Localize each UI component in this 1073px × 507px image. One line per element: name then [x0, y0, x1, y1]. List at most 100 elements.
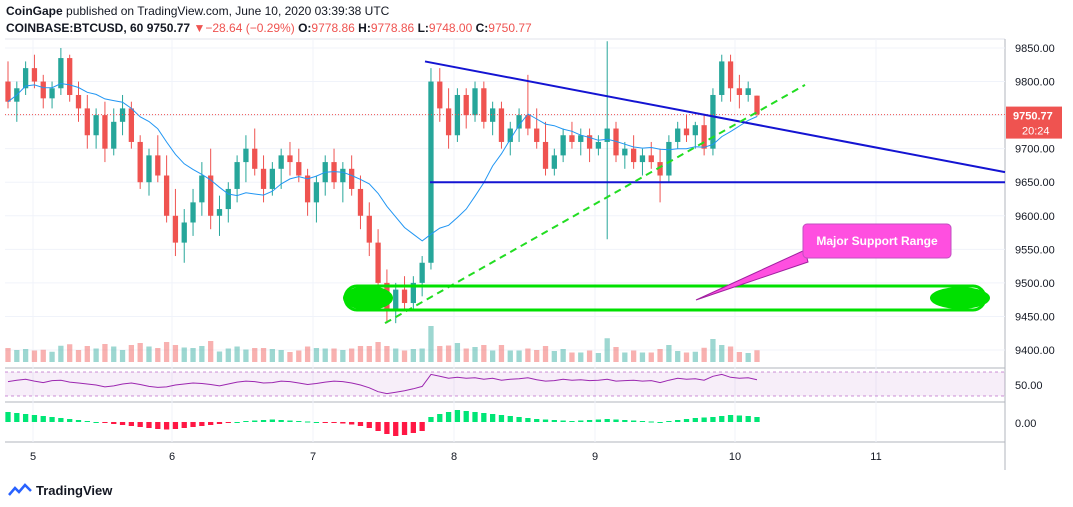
oscillator-bar	[481, 413, 487, 422]
price-tick-label: 9700.00	[1015, 144, 1055, 156]
ascending-dashed-trendline[interactable]	[384, 84, 806, 325]
price-badge-countdown: 20:24	[1022, 126, 1050, 138]
oscillator-bar	[445, 412, 452, 422]
oscillator-bar	[463, 411, 469, 422]
volume-bar	[163, 342, 170, 362]
oscillator-bar	[5, 412, 11, 422]
major-support-range[interactable]	[343, 284, 990, 312]
candle-body	[683, 128, 690, 136]
candle-body	[252, 148, 258, 169]
candle-body	[569, 135, 575, 142]
oscillator-bar	[252, 420, 258, 422]
candle-body	[216, 209, 223, 216]
volume-bar	[560, 349, 566, 362]
volume-bar	[490, 350, 496, 362]
oscillator-bar	[393, 422, 399, 436]
oscillator-bar	[357, 422, 364, 426]
candle-body	[331, 162, 337, 183]
oscillator-bar	[586, 420, 593, 422]
oscillator-bar	[507, 416, 513, 422]
oscillator-bar	[534, 419, 540, 422]
oscillator-bar	[630, 420, 637, 422]
candle-body	[181, 222, 187, 243]
oscillator-bar	[454, 410, 461, 422]
low-value: 9748.00	[428, 21, 473, 35]
oscillator-bar	[639, 421, 646, 422]
volume-bar	[181, 347, 187, 362]
volume-bar	[613, 347, 619, 362]
oscillator-bar	[181, 422, 187, 428]
candle-body	[137, 141, 143, 183]
oscillator-bar	[736, 415, 743, 422]
oscillator-bar	[710, 417, 716, 422]
open-value: 9778.86	[311, 21, 355, 35]
candle-body	[366, 215, 372, 243]
tradingview-footer[interactable]: TradingView	[8, 482, 112, 498]
volume-bar	[75, 350, 82, 362]
volume-bar	[375, 342, 381, 362]
callout-pointer	[695, 249, 809, 301]
oscillator-bar	[260, 420, 267, 422]
open-label: O:	[298, 21, 312, 35]
candle-body	[304, 175, 311, 203]
candle-body	[128, 108, 135, 142]
oscillator-bar	[67, 419, 73, 422]
change-down-icon: ▼	[193, 21, 206, 35]
candle-body	[40, 81, 46, 99]
oscillator-bar	[243, 421, 249, 422]
candle-body	[727, 61, 734, 89]
price-tick-label: 9650.00	[1015, 177, 1055, 189]
volume-bar	[578, 352, 584, 362]
oscillator-bar	[208, 422, 214, 425]
candle-body	[481, 88, 487, 122]
volume-bar	[304, 346, 311, 362]
oscillator-bar	[727, 415, 734, 422]
candle-body	[357, 188, 364, 216]
candle-body	[701, 125, 707, 149]
oscillator-bar	[666, 421, 672, 422]
volume-bar	[551, 351, 557, 362]
candle-body	[657, 162, 663, 176]
oscillator-bar	[349, 422, 355, 425]
oscillator-bar	[304, 421, 311, 423]
candle-body	[234, 162, 240, 189]
support-range-left-cap	[343, 286, 393, 310]
support-callout[interactable]: Major Support Range	[695, 223, 952, 301]
candle-body	[146, 155, 152, 183]
price-tick-label: 9450.00	[1015, 311, 1055, 323]
oscillator-bar	[622, 420, 628, 422]
oscillator-bar	[31, 415, 38, 422]
candle-body	[630, 148, 637, 163]
oscillator-bar	[569, 421, 575, 422]
candle-body	[5, 81, 11, 102]
time-tick-label: 9	[592, 451, 598, 463]
oscillator-bar	[331, 422, 337, 423]
callout-box	[802, 223, 952, 259]
oscillator-bar	[287, 420, 293, 422]
high-value: 9778.86	[370, 21, 415, 35]
candle-body	[490, 108, 496, 122]
oscillator-bar	[719, 416, 725, 422]
oscillator-bar	[40, 416, 46, 422]
candle-body	[393, 289, 399, 310]
descending-trendline[interactable]	[424, 60, 1006, 174]
volume-bar	[260, 348, 267, 362]
candle-body	[692, 125, 698, 136]
price-axis-labels: 9850.009800.009750.009700.009650.009600.…	[1015, 43, 1055, 357]
candle-body	[163, 175, 170, 216]
last-price-badge: 9750.77 20:24	[1006, 106, 1062, 139]
candle-body	[745, 88, 751, 95]
oscillator-bar	[225, 422, 231, 423]
volume-bar	[269, 349, 275, 362]
candle-body	[578, 135, 584, 142]
candle-body	[498, 108, 505, 142]
candle-body	[736, 88, 743, 95]
volume-bar	[445, 345, 452, 362]
osc-tick-label: 0.00	[1015, 418, 1036, 430]
volume-bar	[155, 348, 161, 362]
candle-body	[542, 141, 549, 169]
candle-body	[58, 58, 64, 89]
oscillator-bar	[75, 420, 82, 422]
volume-bar	[58, 345, 64, 362]
